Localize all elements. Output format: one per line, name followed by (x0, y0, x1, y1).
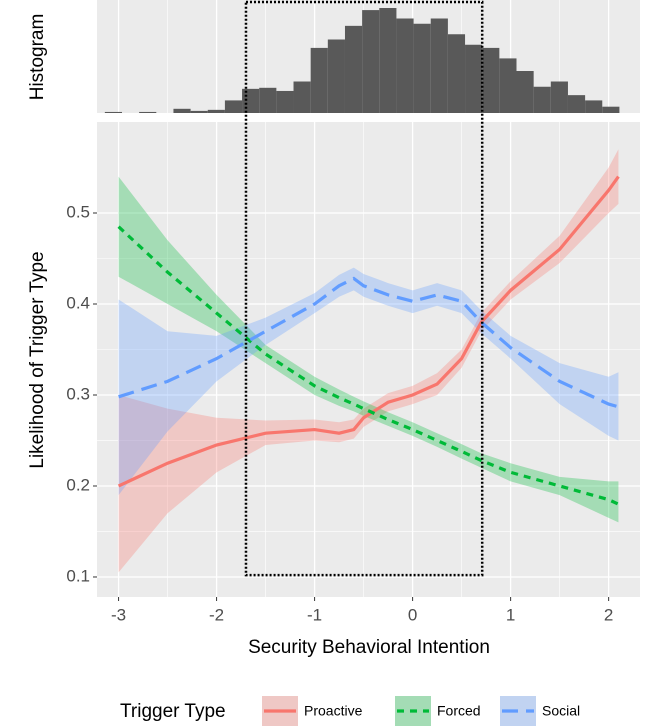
legend-label: Proactive (304, 703, 363, 719)
x-axis-title: Security Behavioral Intention (248, 637, 490, 658)
histogram-bar (465, 44, 483, 113)
histogram-bar (379, 8, 397, 113)
histogram-bar (327, 39, 345, 113)
histogram-bar (259, 87, 277, 113)
highlight-box (244, 0, 484, 577)
y-axis-title: Likelihood of Trigger Type (27, 251, 48, 468)
histogram-bar (104, 111, 122, 113)
histogram-bar (533, 86, 551, 113)
y-tick-label: 0.5 (66, 202, 90, 221)
y-tick-label: 0.4 (66, 293, 90, 312)
histogram-bar (344, 25, 363, 114)
confidence-band (118, 176, 619, 523)
histogram-bar (447, 34, 466, 113)
plot-panel (97, 122, 640, 597)
histogram-bar (430, 18, 448, 113)
histogram-bar (173, 108, 191, 113)
histogram-bar (362, 10, 380, 114)
histogram-title: Histogram (27, 14, 48, 101)
histogram-bar (310, 47, 328, 113)
histogram-bar (276, 90, 294, 113)
y-tick-label: 0.3 (66, 384, 90, 403)
x-tick-label: 1 (506, 605, 515, 624)
legend-label: Forced (437, 703, 481, 719)
histogram-bar (516, 71, 534, 113)
x-tick-label: -3 (111, 605, 126, 624)
legend-label: Social (542, 703, 580, 719)
histogram-bar (242, 88, 260, 113)
x-tick-label: 0 (408, 605, 417, 624)
y-tick-label: 0.2 (66, 475, 90, 494)
series-line (117, 175, 620, 488)
histogram-bar (482, 47, 500, 113)
x-tick-label: -1 (307, 605, 322, 624)
histogram-bar (190, 110, 208, 113)
histogram-bar (207, 109, 225, 113)
histogram-bar (602, 106, 620, 113)
x-tick-label: -2 (209, 605, 224, 624)
confidence-band (118, 267, 619, 496)
legend-title: Trigger Type (120, 701, 226, 722)
histogram-bar (567, 95, 586, 113)
histogram-bar (224, 100, 243, 113)
histogram-bar (293, 81, 311, 113)
histogram-bar (550, 81, 568, 113)
x-tick-label: 2 (604, 605, 613, 624)
series-line (117, 225, 620, 506)
histogram-bar (499, 58, 517, 113)
histogram-bar (413, 23, 431, 113)
histogram-bar (585, 100, 603, 113)
histogram-bar (139, 111, 157, 113)
series-line (118, 276, 619, 409)
histogram-bar (396, 18, 414, 113)
y-tick-label: 0.1 (66, 566, 90, 585)
